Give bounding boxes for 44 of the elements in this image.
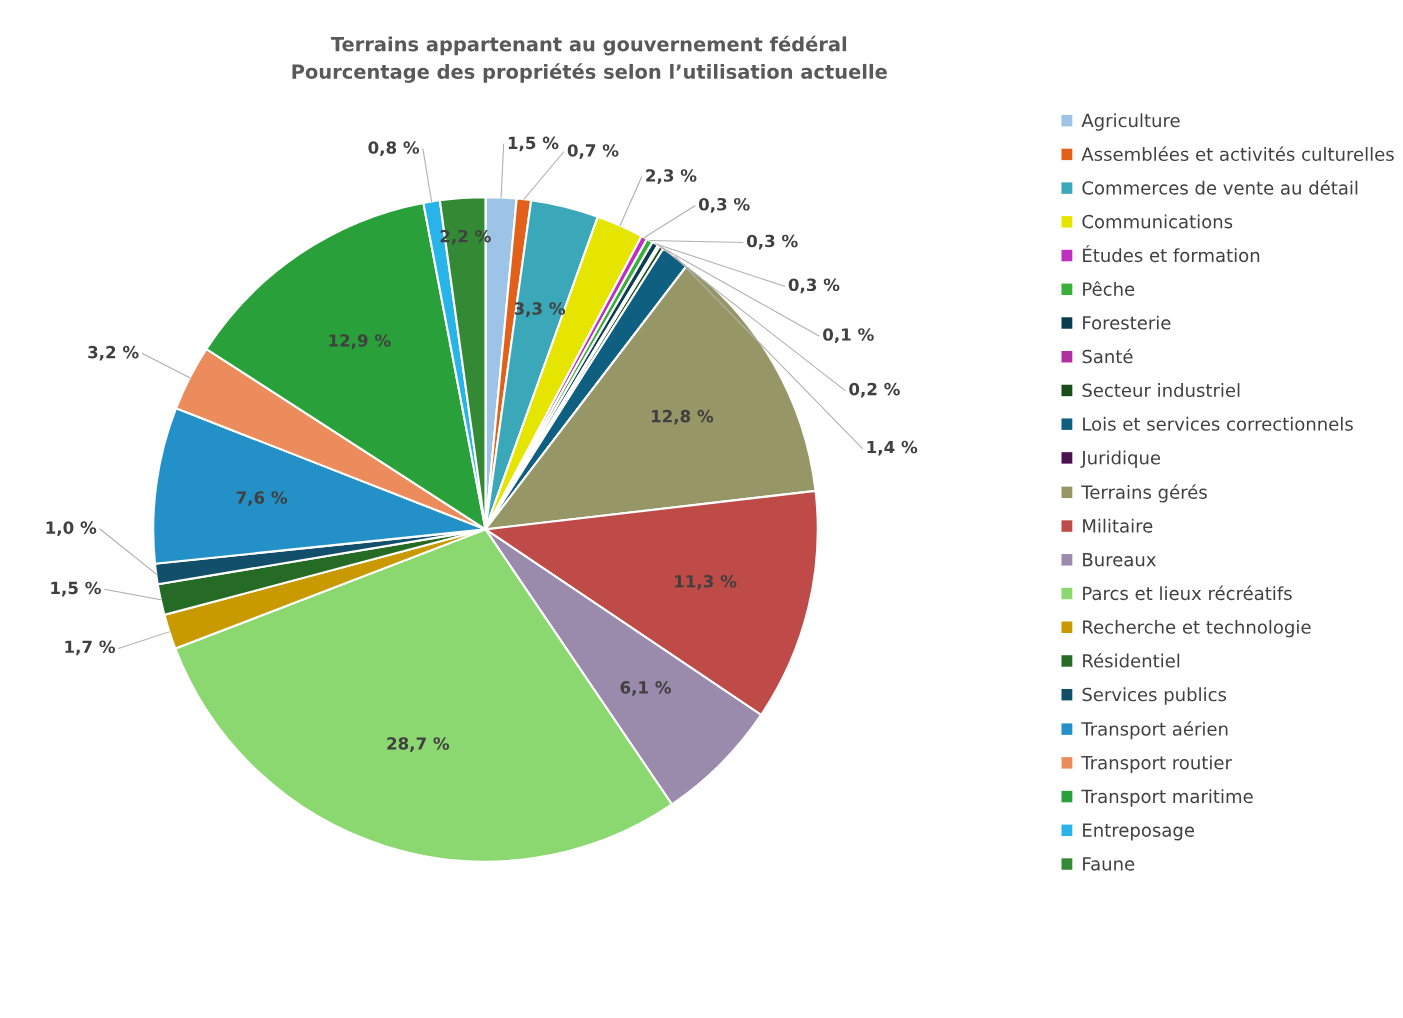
legend-label: Résidentiel xyxy=(1083,652,1180,668)
data-label: 3,2 % xyxy=(88,345,139,361)
data-label: 1,7 % xyxy=(65,640,115,656)
data-label: 0,7 % xyxy=(567,144,619,159)
data-label: 0,1 % xyxy=(823,328,874,343)
data-label: 2,3 % xyxy=(646,169,697,184)
data-label: 0,3 % xyxy=(788,278,840,294)
legend-label: Juridique xyxy=(1080,450,1161,469)
legend-label: Bureaux xyxy=(1083,553,1156,567)
data-label: 12,9 % xyxy=(329,334,391,349)
legend-label: Militaire xyxy=(1083,518,1153,533)
data-label: 0,8 % xyxy=(368,141,420,156)
legend-label: Transport aérien xyxy=(1081,721,1228,740)
legend-label: Agriculture xyxy=(1081,113,1180,131)
data-label: 11,3 % xyxy=(675,574,737,590)
chart-title: Terrains appartenant au gouvernement fédéral Pourcentage des propriétés selon l’utilisation actuelle xyxy=(292,35,887,83)
data-label: 28,7 % xyxy=(387,737,450,752)
legend-label: Transport routier xyxy=(1081,755,1232,773)
legend-label: Terrains gérés xyxy=(1081,484,1207,503)
legend-label: Transport maritime xyxy=(1081,789,1253,807)
legend-label: Santé xyxy=(1082,348,1133,364)
legend-label: Foresterie xyxy=(1083,315,1171,330)
data-label: 0,3 % xyxy=(746,234,798,250)
data-label: 0,2 % xyxy=(849,382,900,398)
legend-label: Pêche xyxy=(1083,281,1135,296)
legend-label: Secteur industriel xyxy=(1082,383,1240,398)
data-label: 7,6 % xyxy=(236,491,288,506)
legend-label: Services publics xyxy=(1082,687,1227,705)
legend-label: Recherche et technologie xyxy=(1083,619,1311,638)
legend-label: Communications xyxy=(1082,214,1233,229)
data-label: 1,5 % xyxy=(51,581,101,597)
legend-label: Parcs et lieux récréatifs xyxy=(1083,585,1292,601)
data-label: 1,4 % xyxy=(867,440,918,456)
legend-label: Études et formation xyxy=(1083,245,1260,263)
data-label: 1,5 % xyxy=(508,136,559,152)
legend-label: Assemblées et activités culturelles xyxy=(1081,146,1394,161)
data-label: 1,0 % xyxy=(46,521,97,537)
data-label: 6,1 % xyxy=(620,681,671,696)
legend-label: Lois et services correctionnels xyxy=(1083,416,1353,431)
data-label: 12,8 % xyxy=(651,409,714,425)
data-label: 0,3 % xyxy=(698,197,750,213)
legend-label: Commerces de vente au détail xyxy=(1082,180,1358,195)
legend-label: Faune xyxy=(1083,857,1135,871)
legend-label: Entreposage xyxy=(1083,823,1194,841)
